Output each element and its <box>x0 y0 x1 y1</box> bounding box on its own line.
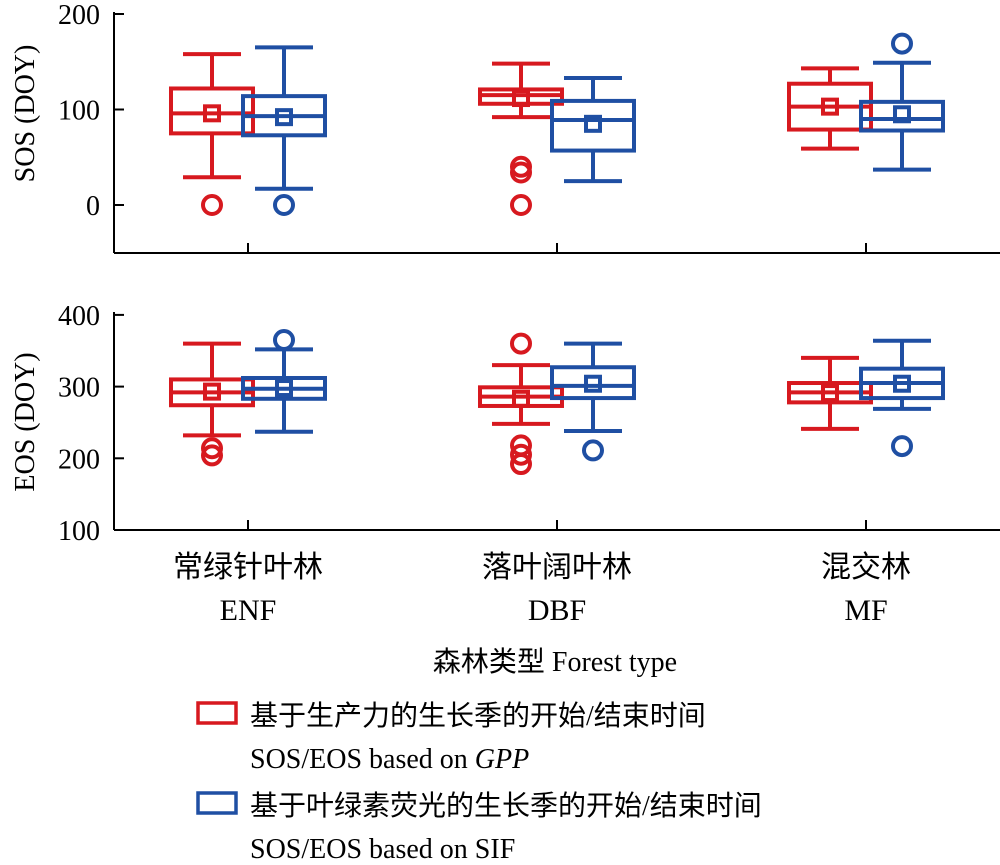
outlier-point <box>891 32 913 55</box>
box-gpp-dbf <box>478 332 564 476</box>
outlier-point <box>510 155 532 178</box>
legend-label-en-text: SOS/EOS based on <box>250 744 475 775</box>
x-axis-title: 森林类型 Forest type <box>433 646 677 678</box>
outlier-point <box>582 439 604 462</box>
mean-marker <box>512 89 530 108</box>
mean-marker <box>275 379 293 398</box>
box-gpp-enf <box>169 341 255 467</box>
box-gpp-mf <box>787 66 873 151</box>
mean-marker <box>893 374 911 393</box>
legend-label-en: SOS/EOS based on SIF <box>250 834 515 865</box>
category-label-en: ENF <box>220 594 277 627</box>
legend-label-en-text: SOS/EOS based on SIF <box>250 834 515 865</box>
box-sif-mf <box>859 338 945 458</box>
legend-label-zh: 基于叶绿素荧光的生长季的开始/结束时间 <box>250 790 762 822</box>
iqr-box <box>550 365 636 401</box>
mean-marker <box>893 105 911 124</box>
y-tick-label: 200 <box>58 0 100 31</box>
mean-marker <box>512 389 530 408</box>
y-tick-label: 400 <box>58 301 100 332</box>
y-axis-title: SOS (DOY) <box>10 45 41 183</box>
panel-sos: 0 100 200 SOS (DOY) <box>10 0 1000 254</box>
box-gpp-dbf <box>478 61 564 216</box>
y-tick-label: 100 <box>58 516 100 547</box>
outlier-point <box>510 332 532 355</box>
mean-marker <box>203 104 221 123</box>
legend-swatch-sif <box>196 791 238 815</box>
category-label-zh: 混交林 <box>821 551 911 584</box>
iqr-box <box>550 98 636 153</box>
legend-swatch-gpp <box>196 701 238 725</box>
outlier-point <box>201 444 223 467</box>
mean-marker <box>275 108 293 127</box>
mean-marker <box>584 374 602 393</box>
legend: 基于生产力的生长季的开始/结束时间 SOS/EOS based on GPP 基于叶… <box>196 700 762 865</box>
y-tick-label: 0 <box>86 191 100 222</box>
category-label-en: DBF <box>528 594 586 627</box>
box-sif-enf <box>241 45 327 216</box>
box-sif-dbf <box>550 75 636 184</box>
iqr-box <box>169 86 255 136</box>
x-category-labels: 常绿针叶林 ENF 落叶阔叶林 DBF 混交林 MF <box>173 551 911 627</box>
box-sif-mf <box>859 32 945 172</box>
iqr-box <box>859 99 945 133</box>
panels-layer: 0 100 200 SOS (DOY) 100 200 300 400 EOS (DOY) <box>10 0 1000 547</box>
box-sif-enf <box>241 328 327 434</box>
y-tick-label: 100 <box>58 96 100 127</box>
mean-marker <box>821 384 839 403</box>
outlier-point <box>891 435 913 458</box>
outlier-point <box>201 194 223 216</box>
outlier-point <box>273 194 295 216</box>
outlier-point <box>510 443 532 466</box>
mean-marker <box>584 114 602 133</box>
y-tick-label: 200 <box>58 444 100 475</box>
panel-eos: 100 200 300 400 EOS (DOY) <box>10 301 1000 547</box>
y-tick-label: 300 <box>58 373 100 404</box>
box-gpp-enf <box>169 52 255 216</box>
mean-marker <box>821 97 839 116</box>
outlier-point <box>273 328 295 351</box>
mean-marker <box>203 382 221 401</box>
outlier-point <box>510 194 532 216</box>
outlier-point <box>201 437 223 460</box>
box-sif-dbf <box>550 341 636 462</box>
category-label-en: MF <box>844 594 887 627</box>
legend-label-en-italic: GPP <box>475 744 529 775</box>
y-axis-title: EOS (DOY) <box>10 352 41 491</box>
legend-label-zh: 基于生产力的生长季的开始/结束时间 <box>250 700 706 732</box>
category-label-zh: 落叶阔叶林 <box>482 551 632 584</box>
box-gpp-mf <box>787 355 873 431</box>
category-label-zh: 常绿针叶林 <box>173 551 323 584</box>
outlier-point <box>510 434 532 457</box>
legend-label-en: SOS/EOS based on GPP <box>250 744 529 775</box>
